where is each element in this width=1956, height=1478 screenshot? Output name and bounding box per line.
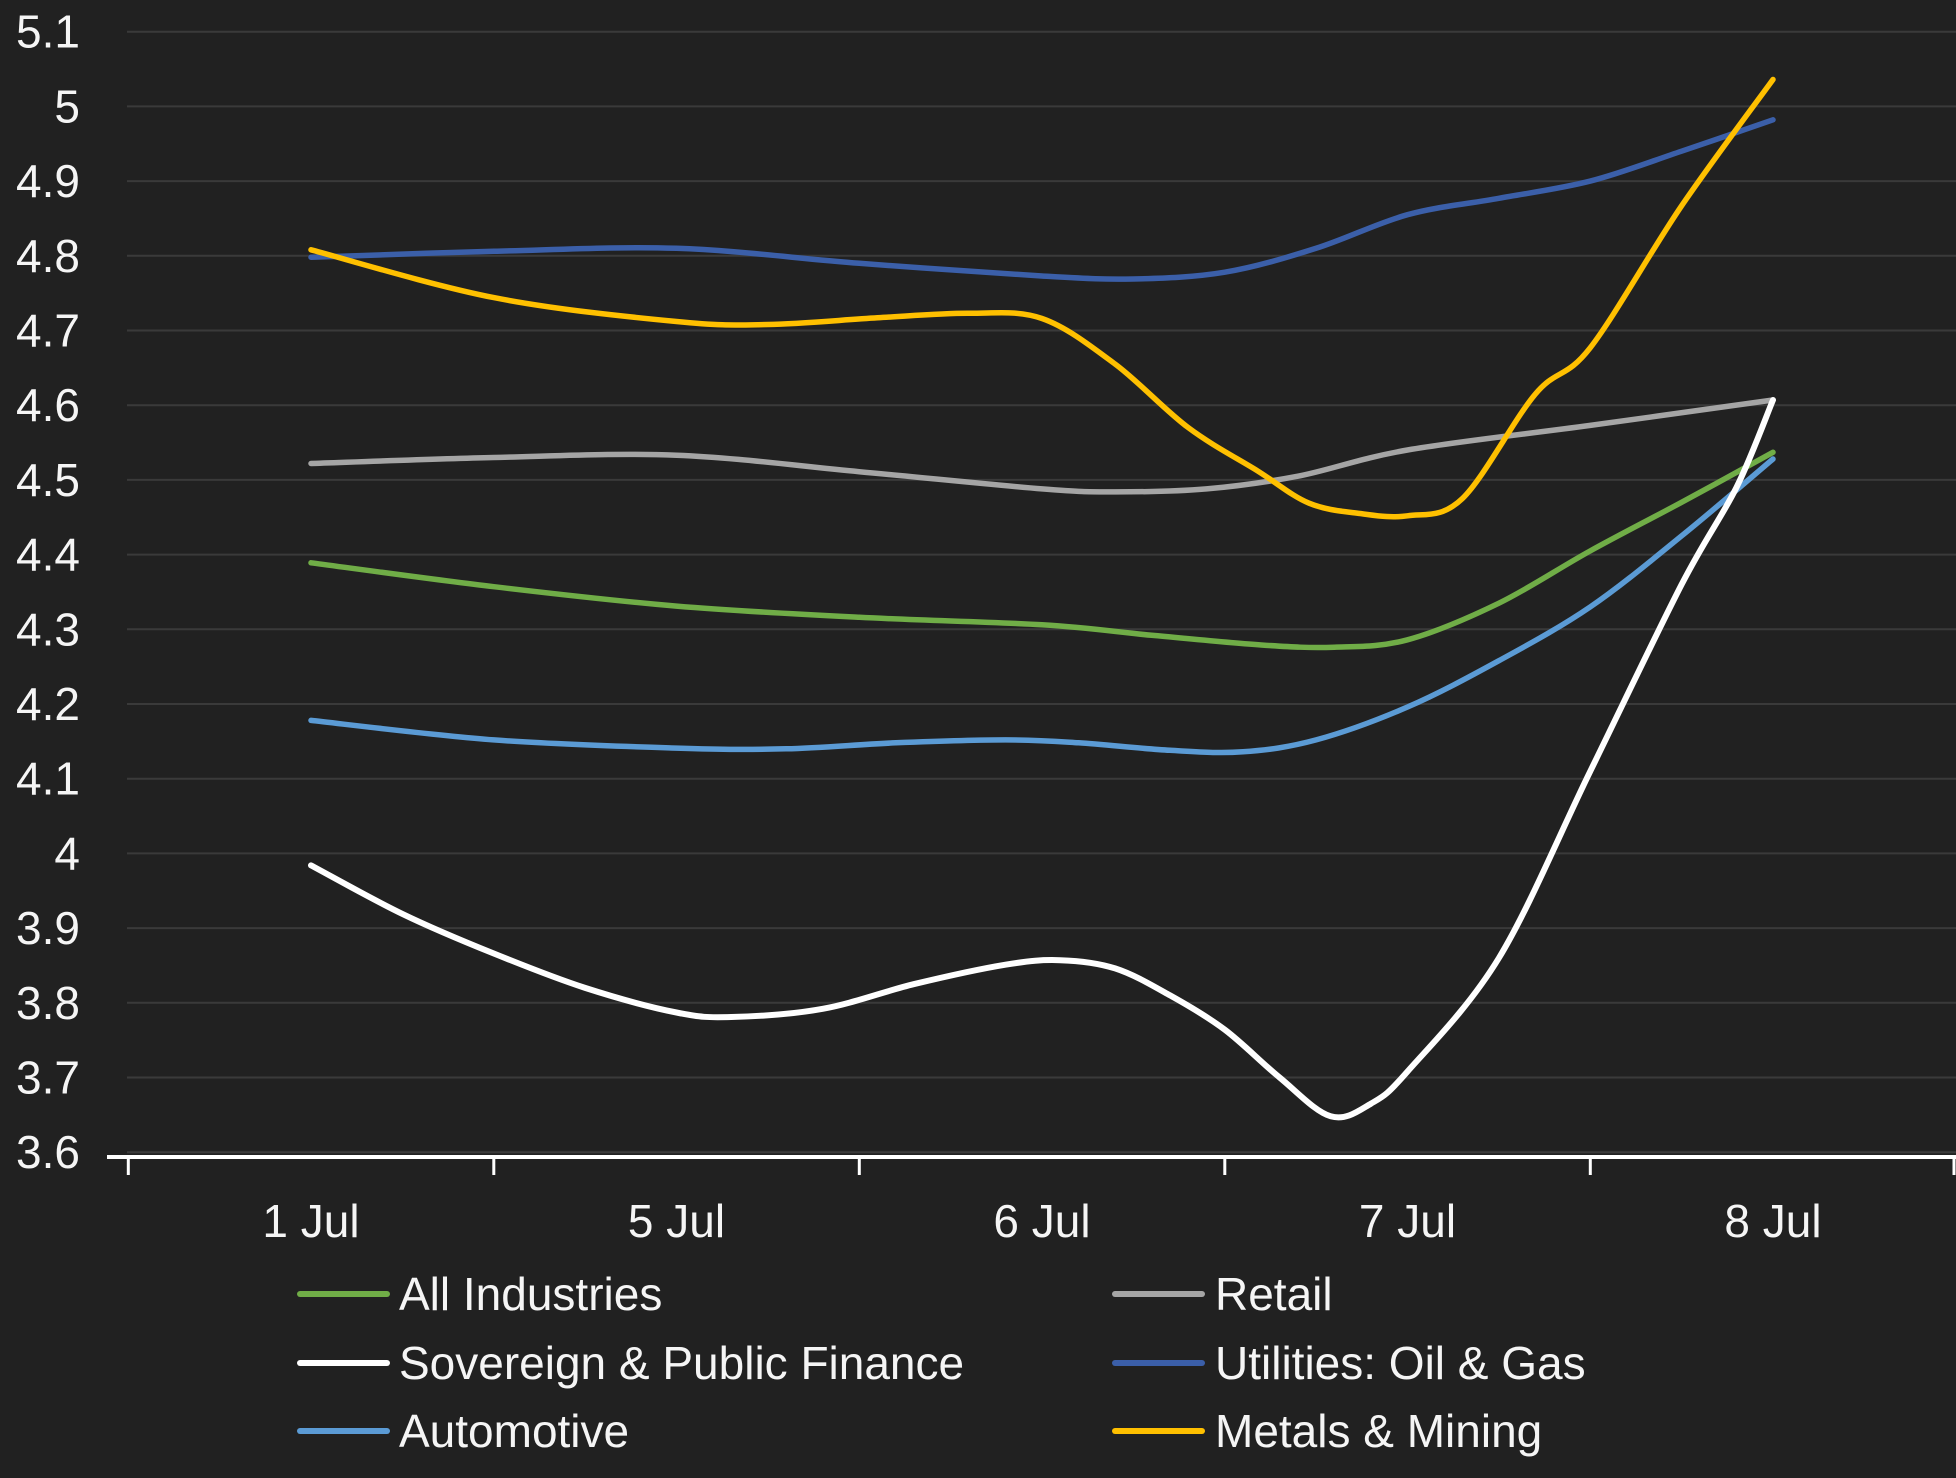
y-axis-tick-label: 3.6 bbox=[16, 1126, 80, 1178]
y-axis-tick-label: 5.1 bbox=[16, 6, 80, 58]
series-line-sovereign-public-finance bbox=[308, 397, 1776, 1121]
y-axis-tick-label: 4.4 bbox=[16, 529, 80, 581]
y-axis-tick-label: 4.8 bbox=[16, 230, 80, 282]
y-axis-tick-label: 4.9 bbox=[16, 155, 80, 207]
series-line-metals-mining bbox=[308, 76, 1776, 520]
y-axis-tick-label: 3.9 bbox=[16, 902, 80, 954]
x-axis-tick-label: 7 Jul bbox=[1359, 1195, 1456, 1247]
series-line-retail bbox=[308, 397, 1776, 495]
y-axis-tick-label: 4.3 bbox=[16, 603, 80, 655]
y-axis-tick-label: 4.7 bbox=[16, 305, 80, 357]
y-axis-tick-label: 4.6 bbox=[16, 379, 80, 431]
x-axis-tick-label: 1 Jul bbox=[262, 1195, 359, 1247]
series-line-all-industries bbox=[308, 449, 1776, 651]
y-axis-tick-label: 4.2 bbox=[16, 678, 80, 730]
y-axis-tick-label: 5 bbox=[54, 80, 80, 132]
y-axis-tick-label: 3.7 bbox=[16, 1052, 80, 1104]
series-line-automotive bbox=[308, 456, 1776, 756]
x-axis-tick-label: 8 Jul bbox=[1724, 1195, 1821, 1247]
y-axis-tick-label: 4 bbox=[54, 827, 80, 879]
y-axis-tick-label: 3.8 bbox=[16, 977, 80, 1029]
x-axis-tick-label: 5 Jul bbox=[628, 1195, 725, 1247]
y-axis-tick-label: 4.1 bbox=[16, 753, 80, 805]
x-axis-tick-label: 6 Jul bbox=[993, 1195, 1090, 1247]
series-line-utilities-oil-gas bbox=[308, 117, 1776, 282]
y-axis-tick-label: 4.5 bbox=[16, 454, 80, 506]
